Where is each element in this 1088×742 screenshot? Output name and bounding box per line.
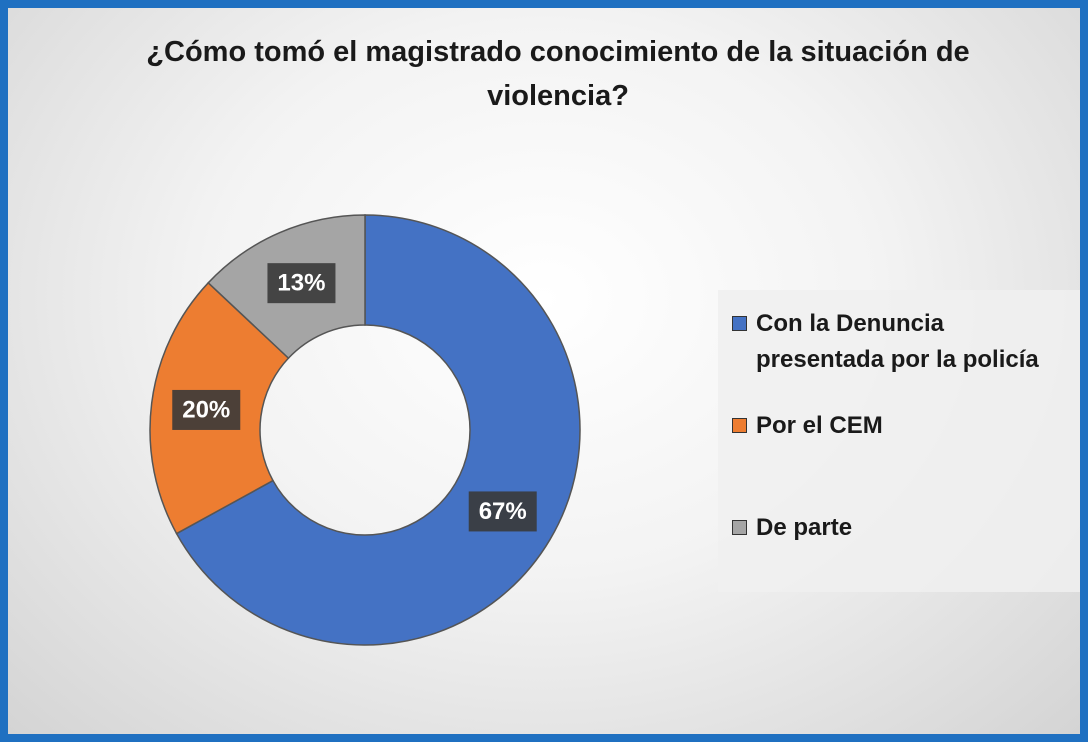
donut-slice (175, 214, 581, 646)
legend-label: De parte (756, 514, 853, 541)
data-label: 67% (479, 498, 527, 525)
data-label-box (172, 389, 241, 430)
legend-item: Con la Denuncia presentada por la policí… (732, 306, 1077, 378)
legend: Con la Denuncia presentada por la policí… (718, 290, 1080, 592)
legend-swatch (732, 520, 747, 535)
chart-title: ¿Cómo tomó el magistrado conocimiento de… (146, 36, 970, 112)
data-label-box (468, 491, 537, 532)
legend-item: Por el CEM (732, 408, 1077, 444)
legend-swatch (732, 418, 747, 433)
plot: 67% 20% 13% (149, 214, 581, 646)
data-label: 13% (277, 270, 325, 297)
legend-swatch (732, 316, 747, 331)
data-label: 20% (182, 396, 230, 423)
data-label-box (267, 263, 336, 304)
legend-label: Por el CEM (756, 412, 883, 439)
legend-label: Con la Denuncia presentada por la policí… (756, 310, 1039, 373)
legend-item: De parte (732, 510, 1077, 546)
